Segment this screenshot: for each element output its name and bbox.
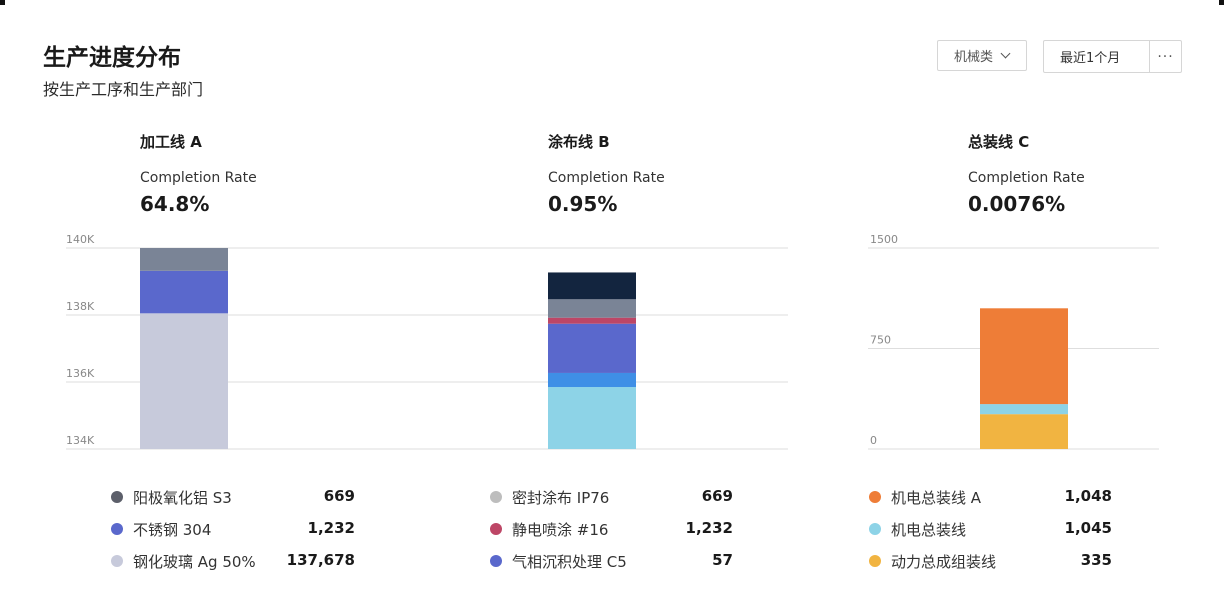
legend-item: 不锈钢 304 1,232: [111, 518, 355, 540]
legend-item: 机电总装线 1,045: [869, 518, 1112, 540]
y-tick-label: 0: [870, 434, 877, 447]
legend-value: 57: [712, 551, 733, 569]
bar-segment: [140, 313, 228, 449]
y-tick-label: 1500: [870, 233, 898, 246]
y-tick-label: 140K: [66, 233, 95, 246]
legend-dot-icon: [869, 523, 881, 535]
y-tick-label: 136K: [66, 367, 95, 380]
completion-rate-a: 64.8%: [140, 192, 210, 216]
bar-segment: [140, 248, 228, 271]
bar-segment: [980, 308, 1068, 405]
legend-item: 动力总成组装线 335: [869, 550, 1112, 572]
y-tick-label: 138K: [66, 300, 95, 313]
bar-segment: [548, 272, 636, 300]
window-corner-left: [0, 0, 5, 5]
legend-item: 钢化玻璃 Ag 50% 137,678: [111, 550, 355, 572]
panel-title-c: 总装线 C: [968, 133, 1030, 151]
bar-segment: [140, 270, 228, 314]
legend-dot-icon: [111, 491, 123, 503]
legend-dot-icon: [111, 523, 123, 535]
bar-segment: [980, 414, 1068, 449]
time-range-group: 最近1个月 ···: [1043, 40, 1182, 73]
legend-value: 1,232: [685, 519, 733, 537]
legend-dot-icon: [490, 523, 502, 535]
legend-item: 阳极氧化铝 S3 669: [111, 486, 355, 508]
bar-segment: [548, 387, 636, 449]
legend-dot-icon: [869, 555, 881, 567]
completion-rate-label-a: Completion Rate: [140, 170, 257, 186]
legend-dot-icon: [490, 491, 502, 503]
completion-rate-c: 0.0076%: [968, 192, 1066, 216]
bar-segment: [980, 404, 1068, 415]
legend-label: 不锈钢 304: [133, 521, 212, 539]
bar-segment: [548, 299, 636, 318]
completion-rate-label-b: Completion Rate: [548, 170, 665, 186]
legend-value: 1,232: [307, 519, 355, 537]
legend-label: 静电喷涂 #16: [512, 521, 609, 539]
panel-title-a: 加工线 A: [140, 133, 202, 151]
legend-label: 机电总装线: [891, 521, 967, 539]
y-tick-label: 750: [870, 334, 891, 347]
legend-value: 137,678: [286, 551, 355, 569]
more-options-button[interactable]: ···: [1157, 48, 1174, 65]
legend-label: 气相沉积处理 C5: [512, 553, 627, 571]
legend-label: 钢化玻璃 Ag 50%: [133, 553, 256, 571]
legend-item: 密封涂布 IP76 669: [490, 486, 733, 508]
bar-segment: [548, 317, 636, 324]
bar-segment: [548, 372, 636, 388]
legend-item: 静电喷涂 #16 1,232: [490, 518, 733, 540]
legend-value: 669: [323, 487, 355, 505]
window-corner-right: [1219, 0, 1224, 5]
category-filter-label: 机械类: [954, 50, 994, 65]
bar-segment: [548, 323, 636, 373]
legend-label: 机电总装线 A: [891, 489, 982, 507]
legend-item: 气相沉积处理 C5 57: [490, 550, 733, 572]
y-tick-label: 134K: [66, 434, 95, 447]
legend-dot-icon: [869, 491, 881, 503]
legend-value: 1,048: [1064, 487, 1112, 505]
completion-rate-label-c: Completion Rate: [968, 170, 1085, 186]
legend-item: 机电总装线 A 1,048: [869, 486, 1112, 508]
legend-dot-icon: [111, 555, 123, 567]
legend-label: 阳极氧化铝 S3: [133, 489, 232, 507]
legend-label: 密封涂布 IP76: [512, 489, 610, 507]
legend-dot-icon: [490, 555, 502, 567]
category-filter-dropdown[interactable]: 机械类: [937, 40, 1027, 71]
legend-label: 动力总成组装线: [891, 553, 997, 571]
legend-value: 669: [701, 487, 733, 505]
time-range-button[interactable]: 最近1个月: [1044, 41, 1150, 72]
legend-value: 1,045: [1064, 519, 1112, 537]
panel-title-b: 涂布线 B: [548, 133, 610, 151]
page-title: 生产进度分布: [43, 45, 181, 71]
completion-rate-b: 0.95%: [548, 192, 618, 216]
legend-value: 335: [1080, 551, 1112, 569]
page-subtitle: 按生产工序和生产部门: [43, 80, 204, 99]
